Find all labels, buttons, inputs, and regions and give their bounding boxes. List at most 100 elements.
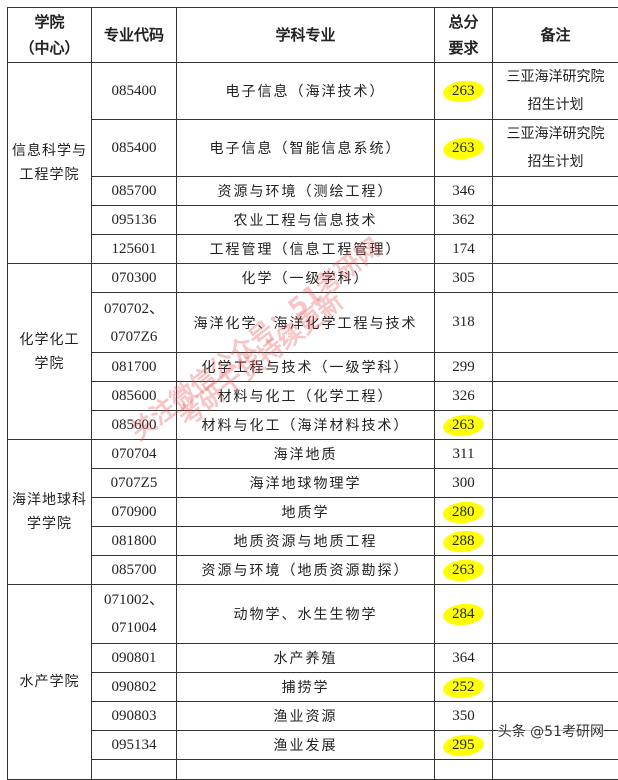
major-cell: 动物学、水生生物学	[177, 585, 435, 644]
header-major: 学科专业	[177, 8, 435, 63]
major-cell: 渔业资源	[177, 702, 435, 731]
score-cell: 252	[435, 673, 493, 702]
code-cell: 090802	[92, 673, 177, 702]
college-cell: 信息科学与 工程学院	[8, 63, 92, 264]
score-cell: 280	[435, 498, 493, 527]
score-value: 295	[452, 737, 475, 754]
note-cell	[493, 264, 618, 293]
note-cell	[493, 673, 618, 702]
note-cell	[493, 527, 618, 556]
note-cell	[493, 498, 618, 527]
score-cell: 174	[435, 235, 493, 264]
header-note: 备注	[493, 8, 618, 63]
header-college: 学院 （中心）	[8, 8, 92, 63]
major-cell: 材料与化工（海洋材料技术）	[177, 411, 435, 440]
note-cell	[493, 760, 618, 780]
note-cell	[493, 293, 618, 353]
score-highlight: 263	[442, 78, 484, 103]
code-cell: 085400	[92, 63, 177, 120]
score-cell: 305	[435, 264, 493, 293]
code-cell: 070704	[92, 440, 177, 469]
score-cell: 263	[435, 556, 493, 585]
source-credit: 头条 @51考研网	[498, 721, 604, 741]
score-value: 263	[452, 140, 475, 157]
note-cell	[493, 411, 618, 440]
code-cell: 090801	[92, 644, 177, 673]
score-cell: 326	[435, 382, 493, 411]
code-cell	[92, 760, 177, 780]
score-highlight: 280	[442, 499, 484, 524]
score-cell: 299	[435, 353, 493, 382]
score-cell: 350	[435, 702, 493, 731]
score-cell: 263	[435, 411, 493, 440]
score-value: 280	[452, 504, 475, 521]
college-cell: 化学化工 学院	[8, 264, 92, 440]
note-cell	[493, 556, 618, 585]
score-cell: 284	[435, 585, 493, 644]
major-cell: 地质学	[177, 498, 435, 527]
score-cell: 263	[435, 63, 493, 120]
major-cell	[177, 760, 435, 780]
note-cell	[493, 469, 618, 498]
note-cell	[493, 644, 618, 673]
college-cell: 水产学院	[8, 585, 92, 780]
score-cell: 362	[435, 206, 493, 235]
major-cell: 地质资源与地质工程	[177, 527, 435, 556]
score-value: 263	[452, 83, 475, 100]
major-cell: 化学工程与技术（一级学科）	[177, 353, 435, 382]
college-cell: 海洋地球科 学学院	[8, 440, 92, 585]
code-cell: 085600	[92, 411, 177, 440]
score-cell	[435, 760, 493, 780]
score-value: 263	[452, 562, 475, 579]
score-cell: 346	[435, 177, 493, 206]
code-cell: 070702、 0707Z6	[92, 293, 177, 353]
score-cell: 263	[435, 120, 493, 177]
score-highlight: 263	[442, 412, 484, 437]
code-cell: 0707Z5	[92, 469, 177, 498]
header-row: 学院 （中心） 专业代码 学科专业 总分 要求 备注	[8, 8, 618, 63]
code-cell: 085400	[92, 120, 177, 177]
major-cell: 海洋地质	[177, 440, 435, 469]
code-cell: 085700	[92, 556, 177, 585]
code-cell: 125601	[92, 235, 177, 264]
major-cell: 海洋化学、海洋化学工程与技术	[177, 293, 435, 353]
note-cell	[493, 235, 618, 264]
major-cell: 资源与环境（测绘工程）	[177, 177, 435, 206]
note-cell	[493, 177, 618, 206]
score-cell: 311	[435, 440, 493, 469]
score-value: 284	[452, 606, 475, 623]
code-cell: 070900	[92, 498, 177, 527]
code-cell: 071002、 071004	[92, 585, 177, 644]
major-cell: 电子信息（海洋技术）	[177, 63, 435, 120]
score-highlight: 284	[442, 601, 484, 626]
note-cell: 三亚海洋研究院 招生计划	[493, 120, 618, 177]
major-cell: 海洋地球物理学	[177, 469, 435, 498]
score-value: 263	[452, 417, 475, 434]
code-cell: 081800	[92, 527, 177, 556]
major-cell: 电子信息（智能信息系统）	[177, 120, 435, 177]
code-cell: 081700	[92, 353, 177, 382]
table-row	[8, 760, 618, 780]
major-cell: 资源与环境（地质资源勘探）	[177, 556, 435, 585]
code-cell: 090803	[92, 702, 177, 731]
major-cell: 捕捞学	[177, 673, 435, 702]
major-cell: 工程管理（信息工程管理）	[177, 235, 435, 264]
note-cell	[493, 585, 618, 644]
major-cell: 水产养殖	[177, 644, 435, 673]
note-cell	[493, 440, 618, 469]
score-highlight: 288	[442, 528, 484, 553]
